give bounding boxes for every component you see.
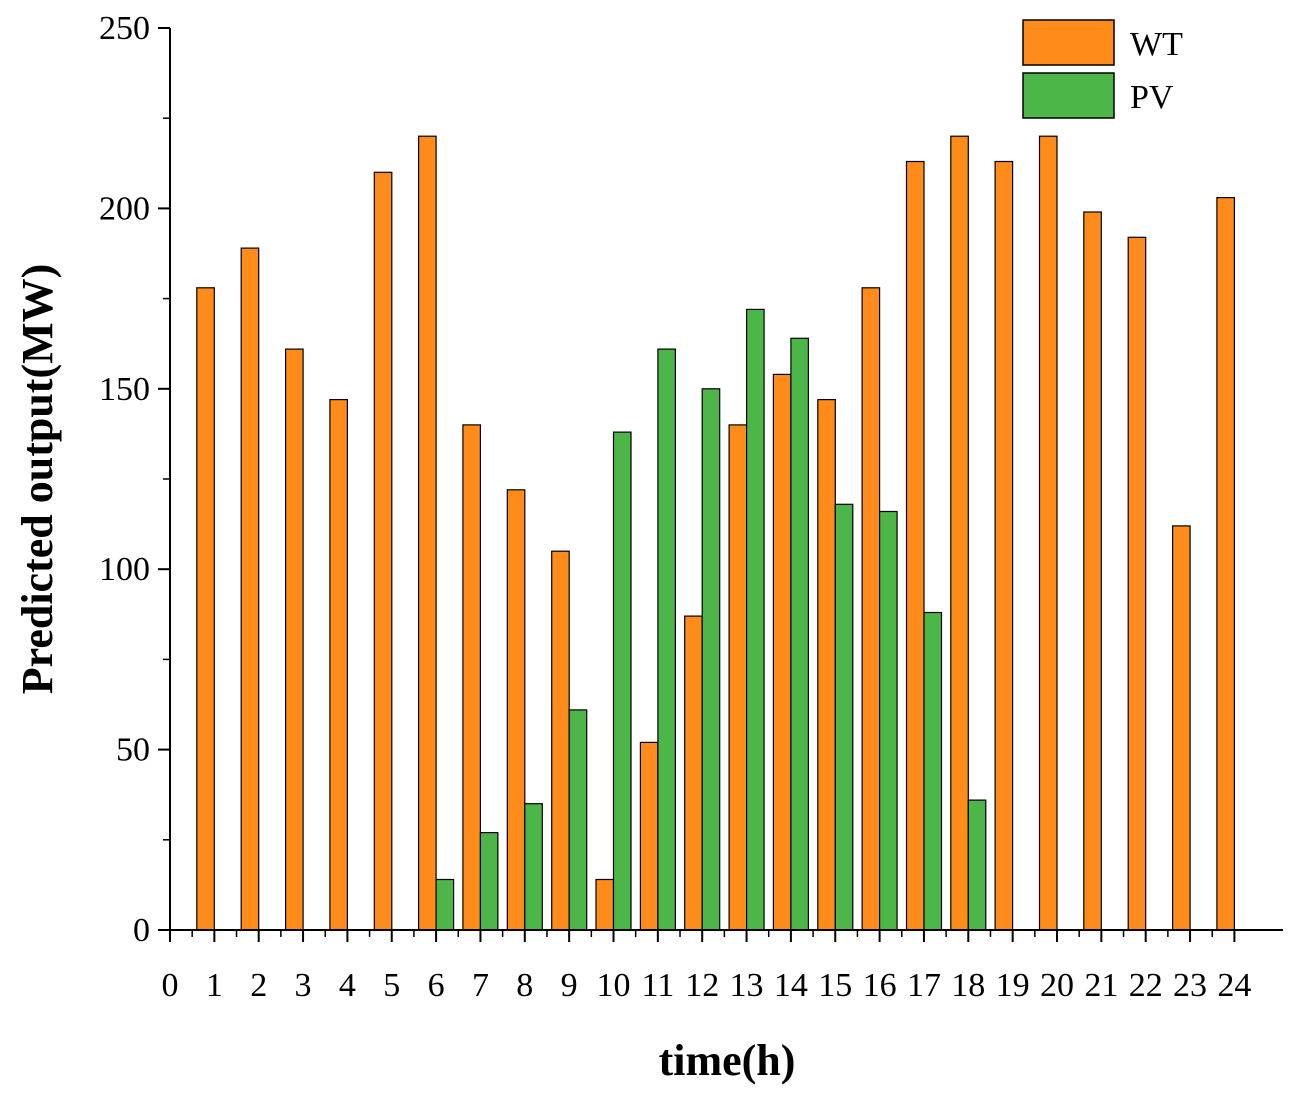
bar-wt-21 xyxy=(1083,211,1102,931)
bar-pv-9 xyxy=(568,709,588,931)
x-tick-label: 4 xyxy=(339,967,356,1004)
x-tick-label: 23 xyxy=(1173,967,1207,1004)
x-tick-label: 20 xyxy=(1040,967,1074,1004)
bar-wt-24 xyxy=(1216,197,1236,931)
bar-wt-22 xyxy=(1127,236,1147,931)
bar-pv-14 xyxy=(790,337,810,931)
legend-swatch-wt xyxy=(1022,19,1115,66)
bar-pv-17 xyxy=(923,611,943,931)
bar-wt-4 xyxy=(329,399,348,931)
bar-wt-23 xyxy=(1171,525,1191,931)
x-tick-label: 1 xyxy=(206,967,223,1004)
bar-wt-12 xyxy=(684,615,703,931)
bar-wt-20 xyxy=(1038,135,1058,931)
x-tick-label: 18 xyxy=(951,967,985,1004)
x-tick-label: 11 xyxy=(641,967,674,1004)
y-tick-label: 100 xyxy=(99,551,150,588)
bars-layer xyxy=(196,135,1236,931)
bar-wt-16 xyxy=(861,287,881,931)
bar-pv-18 xyxy=(967,799,987,931)
legend-swatch-pv xyxy=(1022,72,1115,119)
x-tick-label: 15 xyxy=(818,967,852,1004)
bar-wt-7 xyxy=(462,424,481,931)
bar-wt-18 xyxy=(950,135,969,931)
bar-pv-7 xyxy=(479,831,499,931)
bar-wt-3 xyxy=(285,348,304,931)
x-tick-label: 12 xyxy=(685,967,719,1004)
y-tick-label: 50 xyxy=(116,732,150,769)
bar-wt-10 xyxy=(595,878,615,931)
bar-wt-6 xyxy=(418,135,437,931)
legend-label-pv: PV xyxy=(1130,79,1174,116)
x-tick-label: 24 xyxy=(1217,967,1251,1004)
bar-pv-6 xyxy=(435,878,455,931)
bar-pv-12 xyxy=(701,388,721,931)
bar-wt-17 xyxy=(905,160,925,931)
bar-pv-10 xyxy=(612,431,632,931)
bar-pv-15 xyxy=(834,503,854,931)
y-tick-label: 150 xyxy=(99,371,150,408)
bar-pv-16 xyxy=(878,510,898,931)
x-tick-label: 19 xyxy=(996,967,1030,1004)
x-tick-label: 3 xyxy=(295,967,312,1004)
bar-wt-5 xyxy=(373,171,393,931)
x-tick-label: 13 xyxy=(730,967,764,1004)
x-axis-title: time(h) xyxy=(659,1036,796,1085)
bar-wt-15 xyxy=(817,399,836,931)
bar-wt-11 xyxy=(639,741,659,931)
x-tick-label: 0 xyxy=(162,967,179,1004)
y-ticks: 0 50 100 150 200 250 xyxy=(99,10,170,949)
x-tick-label: 14 xyxy=(774,967,808,1004)
x-tick-label: 17 xyxy=(907,967,941,1004)
bar-wt-14 xyxy=(772,373,792,931)
bar-wt-19 xyxy=(994,160,1014,931)
x-tick-label: 10 xyxy=(597,967,631,1004)
bar-pv-8 xyxy=(524,803,543,931)
bar-wt-1 xyxy=(196,287,215,931)
bar-wt-13 xyxy=(728,424,748,931)
x-tick-label: 7 xyxy=(472,967,489,1004)
x-tick-label: 21 xyxy=(1084,967,1118,1004)
x-tick-label: 5 xyxy=(383,967,400,1004)
y-tick-label: 200 xyxy=(99,190,150,227)
x-tick-label: 8 xyxy=(516,967,533,1004)
bar-wt-9 xyxy=(551,550,570,931)
y-tick-label: 0 xyxy=(133,912,150,949)
x-tick-label: 22 xyxy=(1129,967,1163,1004)
x-ticks: 0 1 2 3 4 5 6 7 8 9 10 11 12 13 14 15 16 17 18 19 20 21 22 23 24 xyxy=(162,930,1251,1004)
bar-wt-2 xyxy=(240,247,260,931)
bar-pv-11 xyxy=(657,348,677,931)
x-tick-label: 9 xyxy=(561,967,578,1004)
bar-pv-13 xyxy=(745,308,765,931)
x-tick-label: 6 xyxy=(428,967,445,1004)
legend-label-wt: WT xyxy=(1130,26,1183,63)
y-tick-label: 250 xyxy=(99,10,150,47)
x-tick-label: 2 xyxy=(250,967,267,1004)
bar-wt-8 xyxy=(506,489,526,931)
legend: WT PV xyxy=(1022,19,1183,119)
x-tick-label: 16 xyxy=(863,967,897,1004)
y-axis-title: Predicted output(MW) xyxy=(13,264,62,695)
